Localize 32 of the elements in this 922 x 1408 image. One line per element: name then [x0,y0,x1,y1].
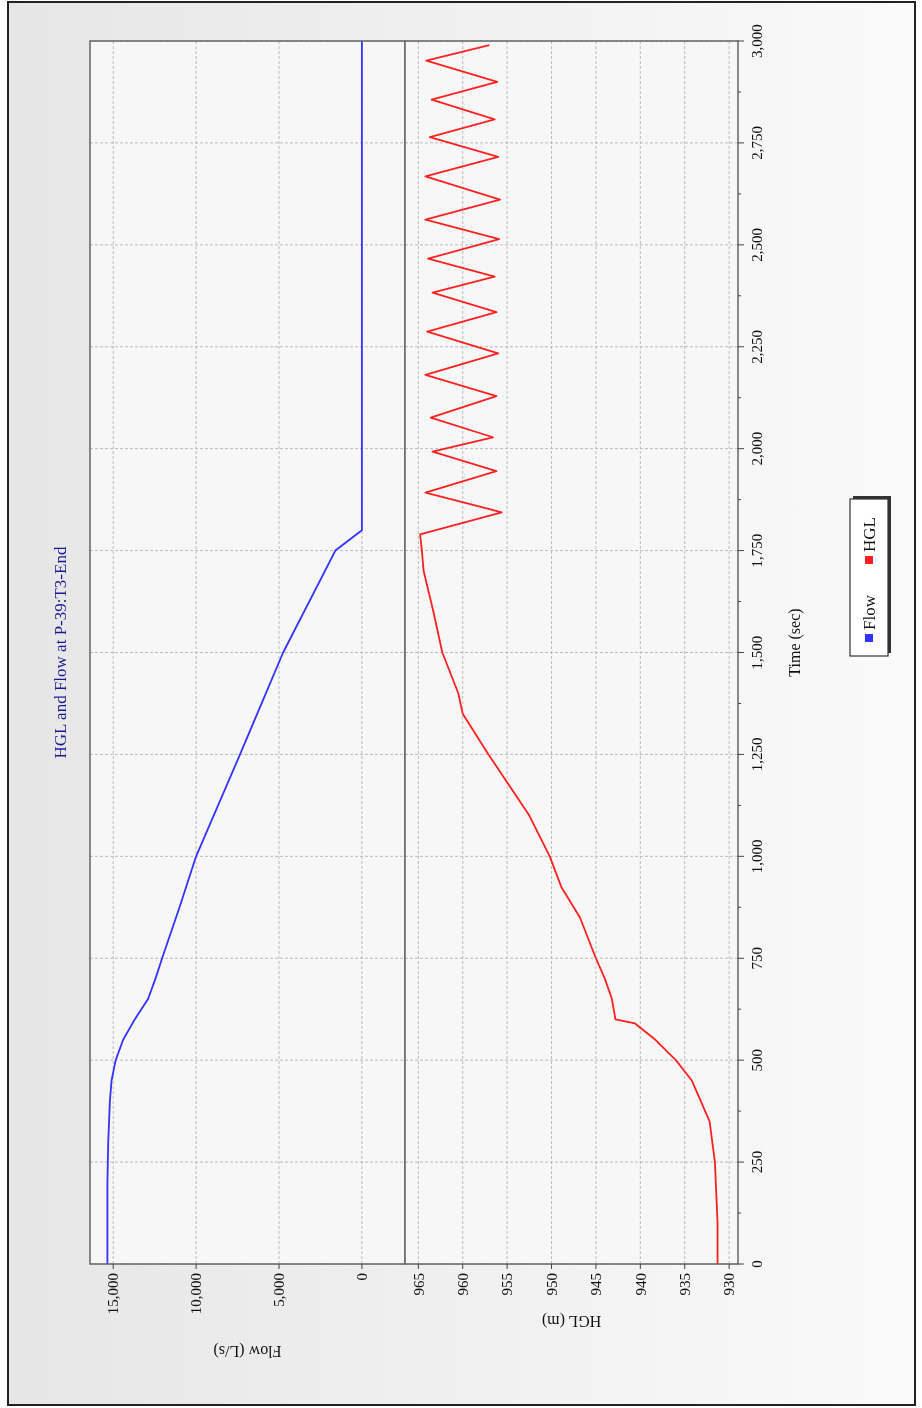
x-tick-label: 5,000 [271,1273,288,1307]
x-tick-label: 955 [499,1273,516,1296]
x-tick-label: 945 [588,1273,605,1296]
y-tick-label: 2,750 [749,126,765,160]
line-series [419,44,719,1265]
x-tick-label: 960 [454,1273,471,1296]
text: HGL [860,517,879,552]
x-tick-label: 965 [410,1273,427,1296]
y-tick-label: 2,500 [749,227,765,262]
y-tick-label: 1,250 [749,737,765,772]
x-tick-label: 935 [676,1273,693,1296]
y-tick-label: 2,250 [749,329,765,364]
y-tick-label: 1,750 [749,533,765,568]
y-tick-label: 500 [749,1048,765,1072]
x-axis-title: Flow (L/s) [213,1342,282,1360]
y-tick-label: 750 [749,947,765,970]
x-axis-title: HGL (m) [541,1312,602,1330]
y-tick-label: 250 [749,1150,765,1174]
y-tick-label: 2,000 [749,431,765,466]
y-tick-label: 3,000 [749,24,765,58]
y-tick-label: 1,000 [749,839,765,874]
y-axis-title: Time (sec) [786,608,804,677]
text: Flow [860,595,879,630]
y-tick-label: 1,500 [749,635,765,670]
text: HGL and Flow at P-39:T3-End [51,546,70,759]
x-tick-label: 0 [354,1273,371,1281]
x-tick-label: 15,000 [105,1273,122,1315]
x-tick-label: 940 [632,1273,649,1296]
x-tick-label: 950 [543,1273,560,1296]
x-tick-label: 930 [721,1273,738,1296]
y-tick-label: 0 [749,1260,765,1268]
x-tick-label: 10,000 [188,1273,205,1315]
